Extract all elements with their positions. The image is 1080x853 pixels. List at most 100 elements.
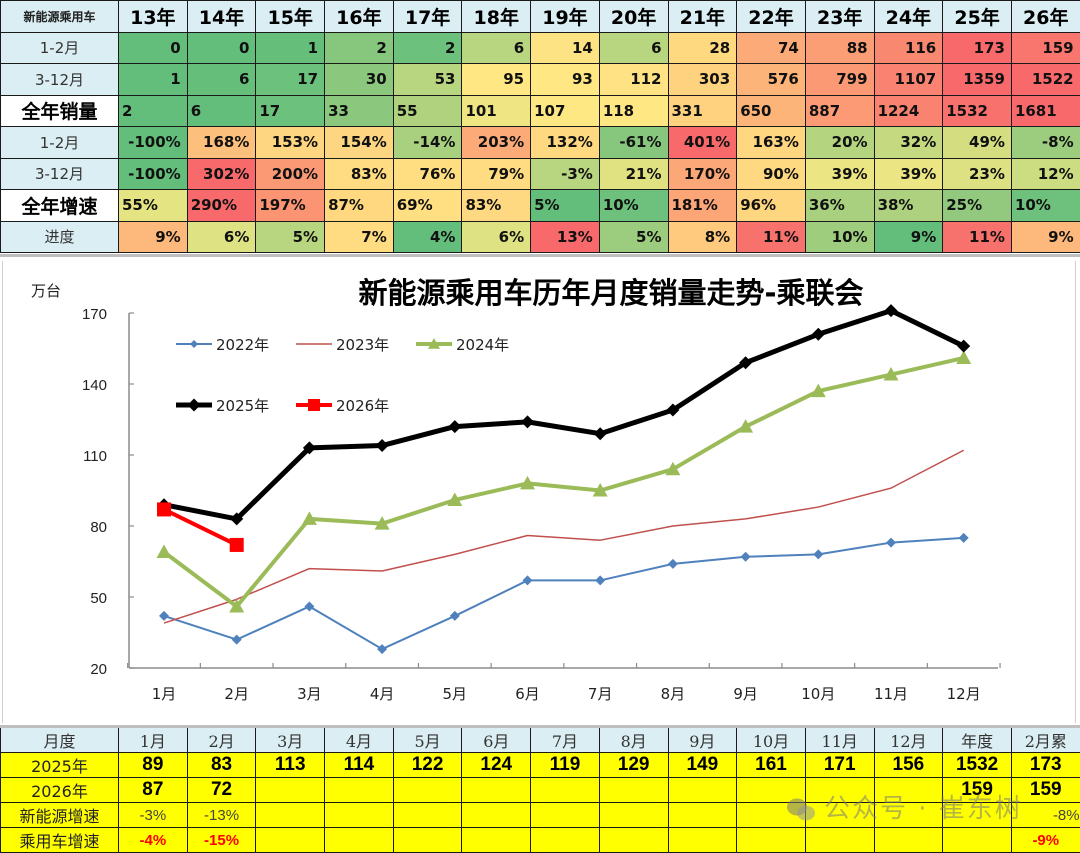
summary-cell: 0: [187, 32, 256, 64]
summary-cell: 38%: [874, 190, 943, 222]
monthly-cell: [531, 778, 600, 803]
x-tick-label: 6月: [515, 685, 540, 703]
monthly-cell: 114: [325, 753, 394, 778]
row-label: 全年销量: [1, 95, 119, 127]
summary-cell: 32%: [874, 127, 943, 159]
month-header: 12月: [874, 727, 943, 753]
summary-cell: 1224: [874, 95, 943, 127]
monthly-cell: [256, 778, 325, 803]
monthly-cell: [805, 828, 874, 853]
monthly-cell: 159: [1011, 778, 1080, 803]
summary-cell: 69%: [393, 190, 462, 222]
year-header: 26年: [1011, 1, 1080, 33]
summary-cell: 39%: [874, 158, 943, 190]
summary-cell: 30: [325, 64, 394, 96]
summary-cell: 93: [531, 64, 600, 96]
row-label: 2025年: [1, 753, 119, 778]
row-label: 3-12月: [1, 64, 119, 96]
series-line: [164, 538, 964, 649]
chart-title: 新能源乘用车历年月度销量走势-乘联会: [358, 276, 863, 310]
row-label: 进度: [1, 221, 119, 253]
monthly-cell: [943, 828, 1012, 853]
y-tick-label: 50: [90, 590, 107, 607]
monthly-cell: [874, 778, 943, 803]
x-tick-label: 2月: [224, 685, 249, 703]
row-label: 1-2月: [1, 127, 119, 159]
summary-cell: 576: [737, 64, 806, 96]
summary-cell: -100%: [119, 127, 188, 159]
x-tick-label: 5月: [443, 685, 468, 703]
monthly-cell: 113: [256, 753, 325, 778]
summary-cell: 39%: [805, 158, 874, 190]
monthly-cell: [668, 828, 737, 853]
monthly-cell: [393, 828, 462, 853]
year-header: 25年: [943, 1, 1012, 33]
monthly-cell: [599, 828, 668, 853]
monthly-cell: [874, 803, 943, 828]
monthly-cell: [393, 803, 462, 828]
y-tick-label: 170: [82, 306, 107, 323]
monthly-cell: [256, 803, 325, 828]
monthly-cell: -15%: [187, 828, 256, 853]
summary-cell: 90%: [737, 158, 806, 190]
x-tick-label: 4月: [370, 685, 395, 703]
x-tick-label: 8月: [661, 685, 686, 703]
summary-cell: -14%: [393, 127, 462, 159]
year-header: 24年: [874, 1, 943, 33]
summary-cell: 107: [531, 95, 600, 127]
summary-cell: 13%: [531, 221, 600, 253]
monthly-cell: 173: [1011, 753, 1080, 778]
summary-cell: 153%: [256, 127, 325, 159]
year-header: 21年: [668, 1, 737, 33]
monthly-cell: 171: [805, 753, 874, 778]
year-header: 17年: [393, 1, 462, 33]
month-header: 1月: [119, 727, 188, 753]
summary-cell: 2: [393, 32, 462, 64]
summary-cell: 23%: [943, 158, 1012, 190]
summary-cell: 28: [668, 32, 737, 64]
summary-cell: 9%: [119, 221, 188, 253]
series-line: [164, 358, 964, 607]
monthly-cell: -9%: [1011, 828, 1080, 853]
y-tick-label: 20: [90, 661, 107, 678]
y-tick-label: 110: [83, 448, 107, 465]
legend-entry: 2022年: [216, 336, 269, 354]
summary-cell: 154%: [325, 127, 394, 159]
monthly-row: 新能源增速-3%-13%-8%: [1, 803, 1080, 828]
summary-cell: 8%: [668, 221, 737, 253]
summary-cell: 55: [393, 95, 462, 127]
x-tick-label: 1月: [152, 685, 177, 703]
month-header: 5月: [393, 727, 462, 753]
year-header: 19年: [531, 1, 600, 33]
summary-cell: 181%: [668, 190, 737, 222]
summary-cell: 10%: [1011, 190, 1080, 222]
summary-cell: -8%: [1011, 127, 1080, 159]
monthly-cell: 124: [462, 753, 531, 778]
x-tick-label: 10月: [801, 685, 835, 703]
year-header: 13年: [119, 1, 188, 33]
month-header: 6月: [462, 727, 531, 753]
summary-cell: 200%: [256, 158, 325, 190]
monthly-cell: -8%: [1011, 803, 1080, 828]
monthly-cell: [668, 778, 737, 803]
summary-cell: 6: [187, 95, 256, 127]
year-header: 14年: [187, 1, 256, 33]
monthly-cell: 119: [531, 753, 600, 778]
legend-entry: 2024年: [456, 336, 509, 354]
monthly-cell: [462, 803, 531, 828]
summary-cell: 83%: [462, 190, 531, 222]
monthly-cell: [737, 778, 806, 803]
summary-cell: 799: [805, 64, 874, 96]
monthly-cell: [325, 778, 394, 803]
summary-cell: 76%: [393, 158, 462, 190]
y-tick-label: 80: [90, 519, 107, 536]
summary-cell: 132%: [531, 127, 600, 159]
summary-cell: 83%: [325, 158, 394, 190]
year-header: 22年: [737, 1, 806, 33]
